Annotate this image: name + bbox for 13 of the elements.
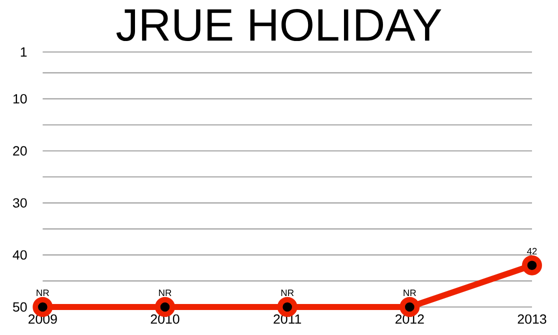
y-tick-label: 10 bbox=[13, 94, 27, 104]
y-tick-label: 40 bbox=[12, 250, 27, 260]
y-tick-label: 20 bbox=[13, 146, 27, 156]
chart-title: JRUE HOLIDAY bbox=[116, 8, 442, 42]
data-label: NR bbox=[36, 290, 49, 296]
y-tick-label: 50 bbox=[13, 302, 27, 312]
data-label: NR bbox=[159, 290, 172, 296]
data-label: NR bbox=[281, 290, 294, 296]
x-tick-label: 2013 bbox=[518, 314, 546, 324]
y-tick-label: 30 bbox=[12, 198, 27, 208]
data-label: 42 bbox=[527, 248, 537, 254]
y-tick-label: 1 bbox=[20, 47, 27, 57]
data-label: NR bbox=[404, 290, 416, 296]
